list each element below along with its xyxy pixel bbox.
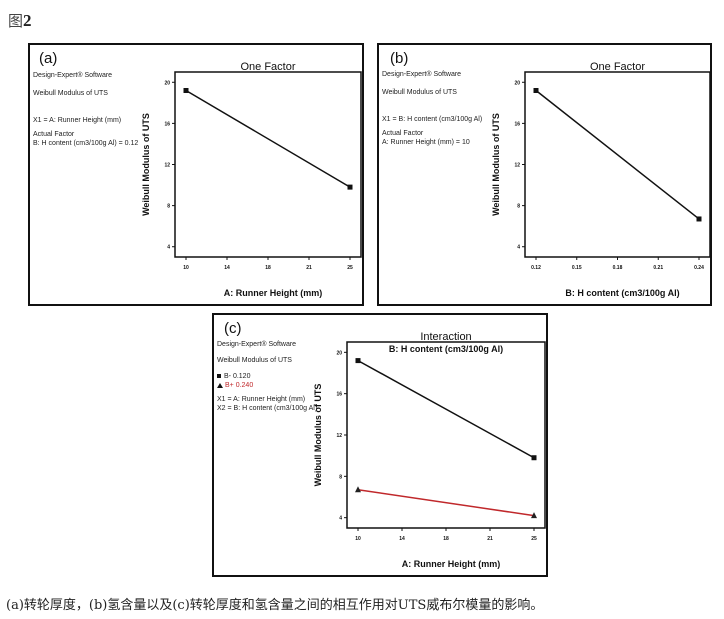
panel-c-info: Design-Expert® Software Weibull Modulus …	[217, 340, 317, 413]
y-tick-label: 4	[167, 245, 170, 251]
x-tick-label: 0.24	[694, 265, 704, 271]
y-tick-label: 16	[164, 121, 170, 127]
x-tick-label: 25	[347, 265, 353, 271]
square-marker-icon	[217, 374, 221, 379]
software-label: Design-Expert® Software	[33, 72, 113, 79]
y-tick-label: 4	[339, 516, 342, 522]
y-tick-label: 4	[517, 245, 520, 251]
panel-a-info: Design-Expert® Software Weibull Modulus …	[33, 71, 138, 148]
square-marker-icon	[347, 184, 353, 190]
figure-title: 图2	[8, 10, 32, 31]
x-tick-label: 25	[531, 536, 537, 542]
panel-b: (b) Design-Expert® Software Weibull Modu…	[377, 43, 712, 306]
chart-subtitle: B: H content (cm3/100g Al)	[389, 344, 503, 354]
y-tick-label: 12	[336, 433, 342, 439]
y-tick-label: 20	[336, 350, 342, 356]
factor-x1-label: X1 = A: Runner Height (mm)	[33, 117, 122, 124]
legend-item-high: B+ 0.240	[217, 381, 317, 390]
x-tick-label: 0.18	[613, 265, 623, 271]
x-tick-label: 0.21	[653, 265, 663, 271]
triangle-marker-icon	[355, 486, 361, 493]
chart-a: One Factor 4 8 12 16 20 10 14 18 21 25 A: Runner He…	[141, 61, 362, 298]
chart-b: One Factor 4 8 12 16 20 0.12 0.15 0.18 0.21 0.24 B:…	[491, 61, 711, 298]
y-tick-label: 8	[517, 204, 520, 210]
square-marker-icon	[533, 88, 539, 93]
y-axis-label: Weibull Modulus of UTS	[491, 113, 501, 216]
factor-x2-label: X2 = B: H content (cm3/100g Al)	[217, 405, 318, 412]
y-tick-label: 20	[164, 80, 170, 86]
square-marker-icon	[355, 358, 361, 364]
panel-c: (c) Design-Expert® Software Weibull Modu…	[212, 313, 548, 577]
x-tick-label: 21	[306, 265, 312, 271]
square-marker-icon	[696, 216, 702, 222]
figure-title-number: 2	[23, 11, 32, 30]
factor-x1-label: X1 = A: Runner Height (mm)	[217, 396, 306, 403]
actual-factor-value: B: H content (cm3/100g Al) = 0.12	[33, 140, 139, 147]
series-line	[185, 89, 351, 188]
panel-b-info: Design-Expert® Software Weibull Modulus …	[382, 70, 482, 147]
figure-caption: (a)转轮厚度，(b)氢含量以及(c)转轮厚度和氢含量之间的相互作用对UTS威布…	[6, 598, 544, 613]
chart-title: One Factor	[590, 61, 645, 73]
response-label: Weibull Modulus of UTS	[33, 90, 108, 97]
response-label: Weibull Modulus of UTS	[382, 89, 457, 96]
x-tick-label: 10	[355, 536, 361, 542]
y-tick-label: 8	[167, 204, 170, 210]
actual-factor-value: A: Runner Height (mm) = 10	[382, 139, 470, 146]
panel-c-label: (c)	[224, 320, 242, 337]
y-tick-label: 12	[514, 163, 520, 169]
y-axis-label: Weibull Modulus of UTS	[141, 113, 151, 216]
square-marker-icon	[183, 88, 189, 93]
series-line	[357, 489, 535, 517]
x-axis-label: B: H content (cm3/100g Al)	[565, 288, 679, 298]
figure-title-prefix: 图	[8, 12, 24, 30]
y-tick-label: 16	[514, 121, 520, 127]
series-line	[357, 359, 535, 459]
chart-title: Interaction	[420, 331, 471, 343]
x-tick-label: 0.12	[531, 265, 541, 271]
square-marker-icon	[531, 455, 537, 461]
x-axis-label: A: Runner Height (mm)	[224, 288, 323, 298]
panel-a-label: (a)	[39, 50, 58, 67]
y-axis-label: Weibull Modulus of UTS	[313, 384, 323, 487]
software-label: Design-Expert® Software	[217, 341, 297, 348]
x-tick-label: 18	[443, 536, 449, 542]
plot-area	[346, 341, 546, 529]
x-tick-label: 14	[224, 265, 230, 271]
chart-title: One Factor	[240, 61, 295, 73]
x-tick-label: 21	[487, 536, 493, 542]
legend-label-high: B+ 0.240	[225, 382, 254, 389]
y-tick-label: 20	[514, 80, 520, 86]
series-line	[535, 89, 700, 220]
factor-x1-label: X1 = B: H content (cm3/100g Al)	[382, 116, 483, 123]
x-tick-label: 10	[183, 265, 189, 271]
actual-factor-heading: Actual Factor	[33, 131, 75, 138]
software-label: Design-Expert® Software	[382, 71, 462, 78]
plot-area	[524, 71, 711, 258]
y-tick-label: 16	[336, 392, 342, 398]
panel-b-label: (b)	[390, 50, 409, 67]
x-tick-label: 18	[265, 265, 271, 271]
x-axis-label: A: Runner Height (mm)	[402, 559, 501, 569]
panel-a: (a) Design-Expert® Software Weibull Modu…	[28, 43, 364, 306]
triangle-marker-icon	[217, 382, 223, 388]
x-tick-label: 14	[399, 536, 405, 542]
y-tick-label: 8	[339, 474, 342, 480]
actual-factor-heading: Actual Factor	[382, 130, 424, 137]
legend-label-low: B- 0.120	[224, 373, 251, 380]
legend-item-low: B- 0.120	[217, 372, 317, 381]
x-tick-label: 0.15	[572, 265, 582, 271]
triangle-marker-icon	[531, 512, 537, 519]
y-tick-label: 12	[164, 163, 170, 169]
response-label: Weibull Modulus of UTS	[217, 357, 292, 364]
